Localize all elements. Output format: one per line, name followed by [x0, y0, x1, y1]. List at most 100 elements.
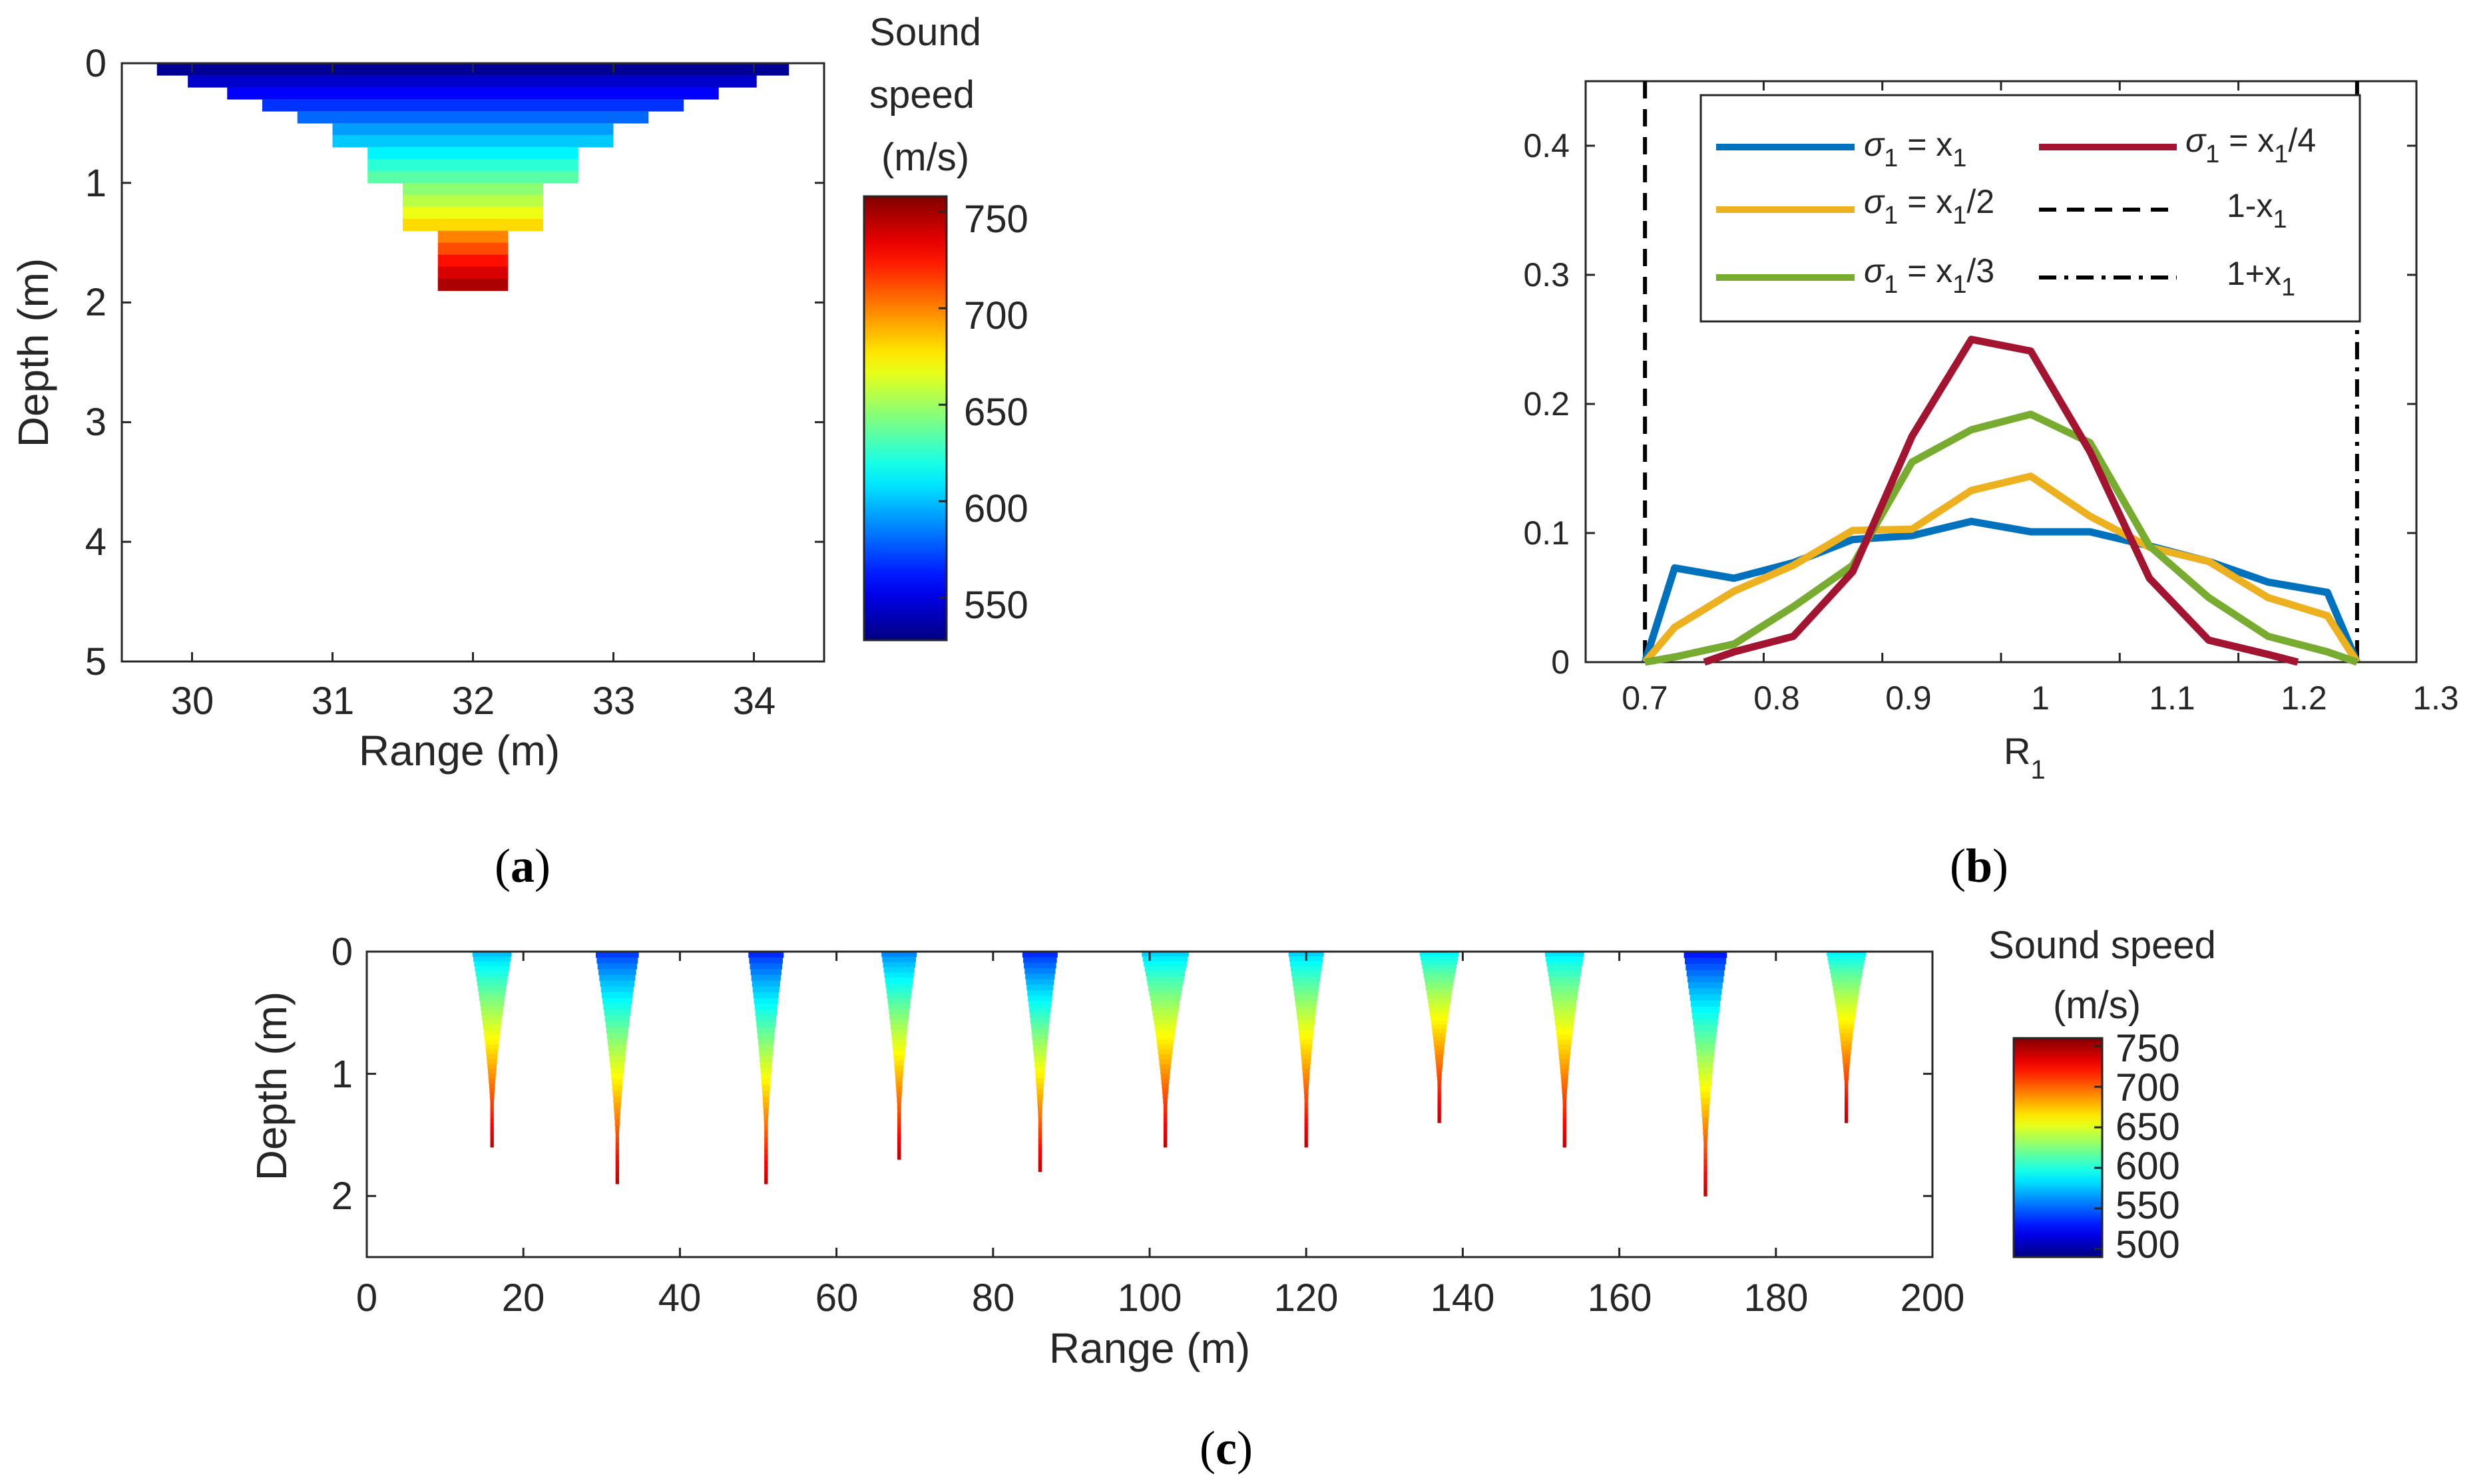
panel-c-heatmap: 0 20 40 60 80 100 120 140 160 180 200 0 …: [248, 924, 2216, 1372]
sound-speed-cell: [437, 230, 509, 244]
series-sigma-x1: [1641, 518, 2360, 664]
panel-c-xtick-label: 180: [1744, 1276, 1809, 1320]
legend-label-1-plus-x1: 1+x1: [2227, 255, 2295, 301]
panel-c-colorbar-tick-label: 600: [2116, 1145, 2180, 1188]
panel-a-xlabel: Range (m): [359, 727, 560, 775]
legend-label-sigma-x1: σ1 = x1: [1864, 126, 1966, 172]
legend-label-sigma-x1-2: σ1 = x1/2: [1864, 183, 1994, 230]
panel-a-ytick-label: 3: [85, 401, 107, 444]
panel-b-xtick-label: 0.9: [1885, 679, 1932, 717]
panel-c-ytick-label: 2: [332, 1175, 353, 1218]
sound-speed-plume: [748, 952, 784, 1185]
panel-a-heatmap: 30 31 32 33 34 0 1 2 3 4 5 Range (m) Dep…: [9, 11, 1028, 775]
sound-speed-plume: [595, 952, 639, 1185]
panel-a-colorbar-title: Sound: [869, 11, 981, 54]
panel-c-xtick-label: 20: [502, 1276, 545, 1320]
sound-speed-cell: [403, 194, 543, 208]
panel-a-ytick-label: 1: [85, 162, 107, 205]
panel-c-xtick-label: 60: [815, 1276, 859, 1320]
panel-b-xtick-label: 1: [2031, 679, 2050, 717]
panel-b-ytick-label: 0.3: [1523, 256, 1570, 293]
sound-speed-cell: [403, 182, 543, 196]
sound-speed-plume: [1419, 952, 1459, 1123]
panel-a-colorbar: [863, 195, 948, 642]
legend-label-sigma-x1-4: σ1 = x1/4: [2185, 122, 2316, 168]
panel-c-ytick-label: 1: [332, 1053, 353, 1096]
panel-b-ytick-label: 0.2: [1523, 385, 1570, 423]
panel-b-xtick-label: 1.1: [2149, 679, 2195, 717]
legend-label-1-minus-x1: 1-x1: [2227, 187, 2287, 234]
panel-a-ytick-label: 4: [85, 520, 107, 564]
panel-label-a: (a): [495, 839, 551, 892]
sound-speed-cell: [262, 98, 684, 112]
panel-a-colorbar-tick-label: 750: [964, 198, 1028, 241]
panel-b-ytick-label: 0.1: [1523, 514, 1570, 552]
panel-c-xtick-label: 160: [1588, 1276, 1652, 1320]
panel-c-plumes: [472, 952, 1867, 1197]
panel-b-xtick-label: 1.3: [2412, 679, 2459, 717]
panel-c-colorbar: [2012, 1037, 2104, 1258]
sound-speed-cell: [437, 266, 509, 279]
sound-speed-cell: [332, 134, 614, 148]
panel-a-colorbar-tick-label: 600: [964, 487, 1028, 530]
panel-b-xtick-label: 1.2: [2281, 679, 2327, 717]
sound-speed-cell: [297, 110, 649, 124]
panel-a-ytick-label: 0: [85, 42, 107, 85]
panel-b-ytick-label: 0: [1551, 644, 1570, 681]
panel-a-colorbar-title: speed: [869, 73, 975, 116]
panel-c-xtick-label: 40: [658, 1276, 702, 1320]
panel-c-colorbar-tick-label: 750: [2116, 1027, 2180, 1070]
panel-label-c: (c): [1200, 1421, 1253, 1475]
panel-a-xtick-label: 33: [592, 679, 636, 723]
panel-a-colorbar-ticks: [939, 210, 947, 599]
panel-c-xtick-label: 120: [1274, 1276, 1339, 1320]
panel-a-colorbar-tick-label: 650: [964, 391, 1028, 434]
panel-c-xtick-label: 200: [1901, 1276, 1965, 1320]
panel-a-xtick-label: 32: [452, 679, 495, 723]
panel-c-ticks: [365, 950, 1934, 1257]
sound-speed-cell: [437, 254, 509, 268]
panel-c-colorbar-title: Sound speed: [1988, 924, 2216, 967]
panel-a-colorbar-tick-label: 700: [964, 294, 1028, 337]
panel-a-xtick-label: 31: [312, 679, 355, 723]
panel-b-ytick-label: 0.4: [1523, 127, 1570, 164]
panel-c-xtick-label: 0: [356, 1276, 377, 1320]
sound-speed-plume: [1827, 952, 1867, 1123]
series-sigma-x1-2: [1642, 472, 2360, 665]
panel-c-colorbar-tick-label: 550: [2116, 1184, 2180, 1227]
sound-speed-cell: [188, 75, 757, 88]
panel-b-xtick-label: 0.7: [1622, 679, 1668, 717]
sound-speed-cell: [437, 242, 509, 256]
panel-b-xtick-label: 0.8: [1753, 679, 1800, 717]
panel-label-b: (b): [1950, 839, 2008, 892]
sound-speed-cell: [332, 122, 614, 136]
sound-speed-cell: [437, 278, 509, 291]
panel-a-xtick-label: 30: [171, 679, 214, 723]
panel-a-ticks: [122, 62, 824, 663]
sound-speed-plume: [1142, 952, 1189, 1148]
panel-a-cells: [156, 63, 789, 291]
panel-c-xtick-label: 140: [1431, 1276, 1495, 1320]
panel-b-series: [1641, 335, 2360, 666]
panel-a-xtick-label: 34: [733, 679, 776, 723]
panel-a-colorbar-tick-label: 550: [964, 584, 1028, 627]
panel-c-ytick-label: 0: [332, 930, 353, 974]
panel-b-line-chart: 0.7 0.8 0.9 1 1.1 1.2 1.3 0 0.1 0.2 0.3 …: [1523, 80, 2459, 785]
sound-speed-plume: [1684, 952, 1727, 1197]
panel-c-colorbar-ticks: [2094, 1045, 2102, 1250]
sound-speed-plume: [472, 952, 512, 1148]
panel-a-ytick-label: 2: [85, 281, 107, 324]
sound-speed-cell: [367, 146, 578, 160]
sound-speed-cell: [227, 87, 719, 100]
panel-c-colorbar-title: (m/s): [2053, 984, 2141, 1027]
sound-speed-cell: [403, 206, 543, 220]
panel-c-xtick-label: 80: [972, 1276, 1015, 1320]
panel-a-colorbar-title: (m/s): [881, 136, 969, 179]
sound-speed-cell: [403, 218, 543, 232]
sound-speed-plume: [1544, 952, 1584, 1148]
panel-c-colorbar-tick-label: 500: [2116, 1223, 2180, 1266]
sound-speed-plume: [1022, 952, 1058, 1173]
series-sigma-x1-4: [1703, 335, 2299, 666]
series-sigma-x1-3: [1644, 411, 2359, 666]
